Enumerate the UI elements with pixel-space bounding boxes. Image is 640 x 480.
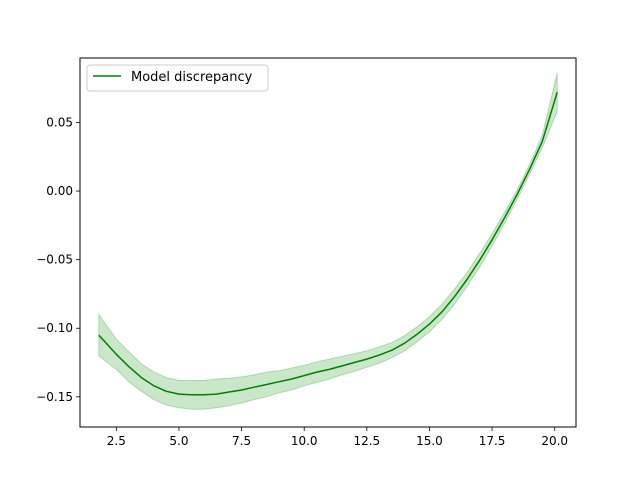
x-tick-label: 17.5 bbox=[479, 434, 506, 448]
y-axis: −0.15 −0.10 −0.05 0.00 0.05 bbox=[36, 115, 80, 404]
confidence-band bbox=[98, 72, 558, 410]
series-line-model-discrepancy bbox=[98, 92, 558, 396]
x-tick-label: 2.5 bbox=[107, 434, 126, 448]
legend-label: Model discrepancy bbox=[131, 70, 253, 85]
y-tick-label: 0.05 bbox=[46, 115, 73, 129]
x-tick-label: 10.0 bbox=[291, 434, 318, 448]
x-tick-label: 7.5 bbox=[232, 434, 251, 448]
x-tick-label: 20.0 bbox=[541, 434, 568, 448]
y-tick-label: 0.00 bbox=[46, 184, 73, 198]
legend-box bbox=[86, 64, 269, 92]
y-tick-label: −0.05 bbox=[36, 253, 73, 267]
legend: Model discrepancy bbox=[86, 64, 269, 92]
x-axis: 2.5 5.0 7.5 10.0 12.5 15.0 17.5 20.0 bbox=[107, 427, 568, 448]
x-tick-label: 15.0 bbox=[416, 434, 443, 448]
plot-area bbox=[80, 58, 576, 427]
y-tick-label: −0.15 bbox=[36, 390, 73, 404]
plot-frame bbox=[79, 57, 577, 428]
series-line-layer bbox=[98, 92, 558, 396]
x-tick-label: 12.5 bbox=[353, 434, 380, 448]
x-tick-label: 5.0 bbox=[169, 434, 188, 448]
confidence-band-layer bbox=[98, 72, 558, 410]
y-tick-label: −0.10 bbox=[36, 321, 73, 335]
